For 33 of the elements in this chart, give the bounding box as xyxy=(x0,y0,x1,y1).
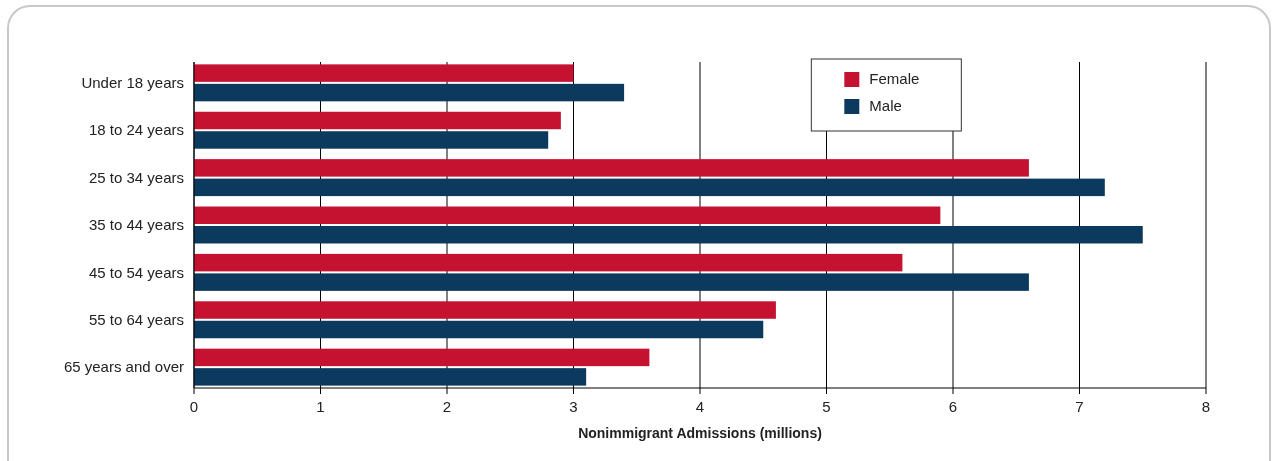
bar xyxy=(194,206,941,224)
bar xyxy=(194,273,1029,291)
legend-label: Male xyxy=(869,97,902,115)
bar xyxy=(194,111,561,130)
bar xyxy=(194,348,650,367)
bar xyxy=(194,83,625,102)
y-tick-label: 55 to 64 years xyxy=(88,311,184,329)
y-tick-label: 35 to 44 years xyxy=(88,216,184,234)
x-tick-label: 8 xyxy=(1201,398,1211,415)
y-tick-label: 65 years and over xyxy=(63,358,184,376)
bar xyxy=(194,64,574,82)
x-tick-label: 4 xyxy=(695,398,705,415)
legend-label: Female xyxy=(869,70,920,88)
bar xyxy=(194,368,587,386)
x-tick-label: 1 xyxy=(316,398,325,415)
y-tick-label: Under 18 years xyxy=(81,74,184,92)
bar xyxy=(194,178,1105,197)
x-tick-label: 2 xyxy=(442,398,452,415)
x-tick-label: 7 xyxy=(1075,398,1084,415)
bar xyxy=(194,159,1029,177)
x-tick-label: 3 xyxy=(569,398,578,415)
x-tick-label: 6 xyxy=(948,398,958,415)
bar xyxy=(194,253,903,272)
bar xyxy=(194,320,764,339)
bar xyxy=(194,226,1143,244)
bar xyxy=(194,301,776,319)
x-axis-title: Nonimmigrant Admissions (millions) xyxy=(578,425,822,441)
y-tick-label: 18 to 24 years xyxy=(88,121,184,139)
x-tick-label: 5 xyxy=(822,398,831,415)
y-tick-label: 25 to 34 years xyxy=(88,168,184,186)
x-tick-label: 0 xyxy=(189,398,199,415)
y-tick-label: 45 to 54 years xyxy=(88,263,184,281)
bar xyxy=(194,131,549,149)
